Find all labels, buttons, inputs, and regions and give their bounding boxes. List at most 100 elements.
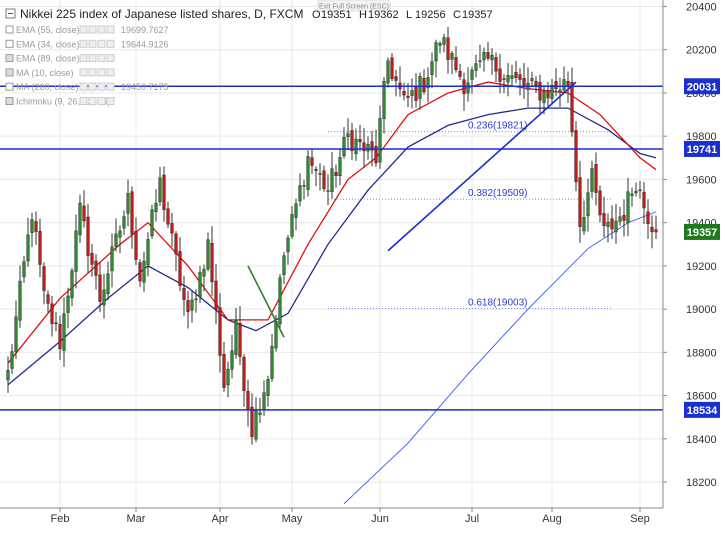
legend-value: 19450.7175 <box>121 82 169 92</box>
candle-body <box>350 130 354 151</box>
candle-body <box>6 370 10 381</box>
candle-body <box>542 91 546 103</box>
candle-body <box>62 313 66 351</box>
legend-action-icon[interactable] <box>97 97 106 105</box>
candle-body <box>594 163 598 193</box>
legend-action-icon[interactable] <box>88 68 97 77</box>
candle-body <box>42 266 46 291</box>
legend-action-icon[interactable] <box>97 68 106 77</box>
time-tick-label: Feb <box>51 513 70 525</box>
candle-body <box>50 303 54 324</box>
legend-row[interactable]: MA (10, close) <box>5 68 115 78</box>
candle-body <box>102 289 106 306</box>
candle-body <box>70 270 74 299</box>
candle-body <box>590 168 594 192</box>
legend-action-icon[interactable] <box>88 82 97 91</box>
candle-body <box>54 322 58 325</box>
candle-body <box>286 237 290 253</box>
legend-action-icon[interactable] <box>88 54 97 63</box>
legend-row[interactable]: EMA (34, close) 19644.9126 <box>5 39 169 49</box>
exit-fullscreen-button[interactable]: Exit Full Screen (ESC) <box>317 0 391 12</box>
legend-action-icon[interactable] <box>106 68 115 77</box>
price-tick-label: 18400 <box>686 434 717 446</box>
legend-action-icon[interactable] <box>79 97 88 105</box>
candle-body <box>546 90 550 99</box>
candle-body <box>622 214 626 221</box>
candle-body <box>194 298 198 301</box>
candle-body <box>242 357 246 391</box>
legend-action-icon[interactable] <box>79 39 88 48</box>
candle-body <box>386 60 390 84</box>
legend-checkbox[interactable] <box>5 68 14 77</box>
trendline[interactable] <box>387 81 577 252</box>
time-tick-label: May <box>282 513 303 525</box>
candle-body <box>270 346 274 379</box>
legend-action-icon[interactable] <box>106 82 115 91</box>
legend-checkbox[interactable] <box>5 82 14 91</box>
candle-body <box>414 86 418 101</box>
candle-body <box>370 141 374 151</box>
legend-checkbox[interactable] <box>5 54 14 63</box>
legend-action-icon[interactable] <box>97 25 106 34</box>
candle-body <box>578 177 582 227</box>
legend-action-icon[interactable] <box>97 82 106 91</box>
fibonacci-retracement: 0.236(19821) 0.382(19509) 0.618(19003) <box>328 121 612 309</box>
candle-body <box>382 80 386 119</box>
time-tick-label: Jun <box>371 513 389 525</box>
legend-row[interactable]: Ichimoku (9, 26, 52, 26) <box>5 97 115 107</box>
candle-body <box>294 203 298 218</box>
legend-checkbox[interactable] <box>5 39 14 48</box>
legend-action-icon[interactable] <box>79 82 88 91</box>
candle-body <box>126 193 130 214</box>
time-axis[interactable]: Feb Mar Apr May Jun Jul Aug Sep <box>51 508 650 525</box>
time-tick-label: Jul <box>465 513 479 525</box>
legend-action-icon[interactable] <box>106 97 115 105</box>
candle-body <box>366 144 370 152</box>
price-tick-label: 20400 <box>686 1 717 13</box>
ohlc-value-o: 19351 <box>321 9 352 21</box>
candle-body <box>166 208 170 225</box>
legend-action-icon[interactable] <box>88 25 97 34</box>
legend-action-icon[interactable] <box>79 25 88 34</box>
trendline[interactable] <box>247 265 285 338</box>
candle-body <box>506 75 510 83</box>
fib-level-label: 0.618(19003) <box>468 297 528 308</box>
candle-body <box>598 190 602 216</box>
ohlc-key-c: C <box>453 9 461 21</box>
legend-action-icon[interactable] <box>88 39 97 48</box>
candle-body <box>246 391 250 410</box>
legend-action-icon[interactable] <box>106 39 115 48</box>
time-tick-label: Apr <box>211 513 228 525</box>
legend-row[interactable]: MA (200, close) 19450.7175 <box>5 82 169 92</box>
legend-name: MA (200, close) <box>16 82 79 92</box>
candle-body <box>238 323 242 357</box>
candle-body <box>574 130 578 183</box>
price-tick-label: 19000 <box>686 304 717 316</box>
legend-action-icon[interactable] <box>79 68 88 77</box>
candle-body <box>602 213 606 226</box>
candle-body <box>390 57 394 79</box>
candle-body <box>22 261 26 278</box>
legend-action-icon[interactable] <box>88 97 97 105</box>
legend-row[interactable]: EMA (89, close) <box>5 54 115 64</box>
fib-level-label: 0.236(19821) <box>468 121 528 132</box>
candle-body <box>450 53 454 60</box>
legend-action-icon[interactable] <box>106 54 115 63</box>
candle-body <box>138 262 142 282</box>
legend-action-icon[interactable] <box>106 25 115 34</box>
candle-body <box>630 193 634 196</box>
legend-row[interactable]: EMA (55, close) 19699.7627 <box>5 25 169 35</box>
candle-body <box>470 69 474 80</box>
legend-name: Ichimoku (9, 26, 52, 26) <box>16 97 111 107</box>
price-badge <box>684 223 720 240</box>
candle-body <box>486 52 490 59</box>
ohlc-value-h: 19362 <box>368 9 399 21</box>
candle-body <box>218 307 222 356</box>
legend-checkbox[interactable] <box>5 97 14 105</box>
legend-checkbox[interactable] <box>5 25 14 34</box>
legend-action-icon[interactable] <box>79 54 88 63</box>
time-tick-label: Sep <box>630 513 650 525</box>
legend-action-icon[interactable] <box>97 54 106 63</box>
candle-body <box>298 185 302 202</box>
legend-action-icon[interactable] <box>97 39 106 48</box>
